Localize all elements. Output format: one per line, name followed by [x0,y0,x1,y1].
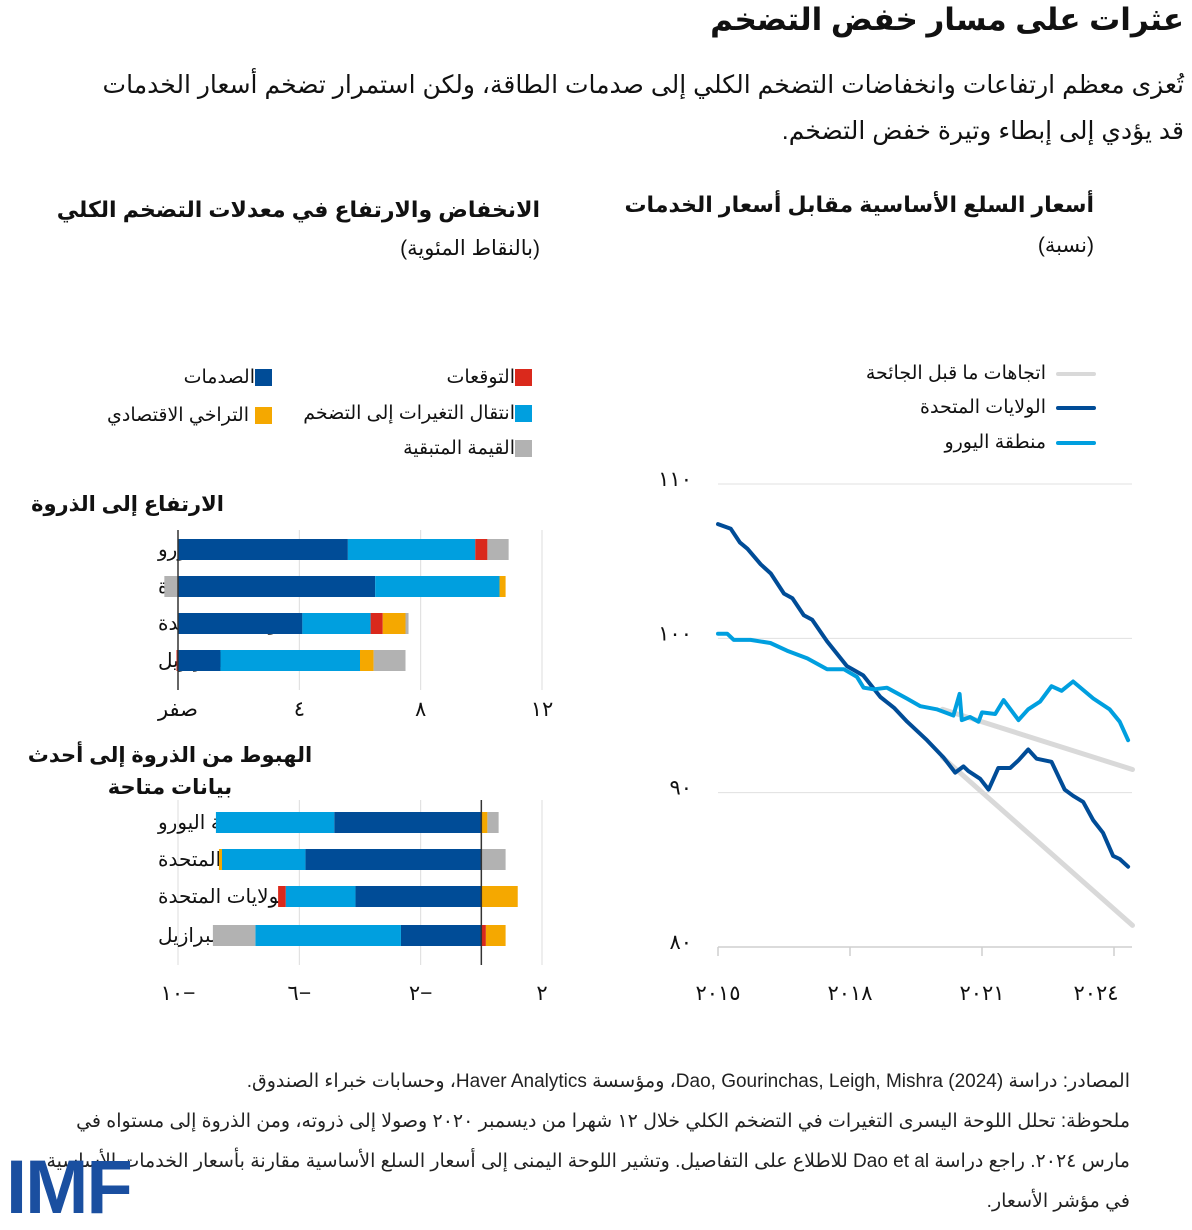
line-chart-subtitle: (نسبة) [1037,234,1094,257]
bar-segment-slack [481,886,518,907]
x-tick-label: ٢ [536,982,547,1005]
x-tick-label: ٨ [415,698,426,721]
bar-segment-slack [481,812,488,833]
residual-swatch [515,440,532,457]
legend-label: التوقعات [446,367,515,388]
bar-segment-passthrough [215,812,335,833]
bar-segment-passthrough [221,849,306,870]
footnotes: المصادر: دراسة Dao, Gourinchas, Leigh, M… [40,1062,1130,1222]
bar-segment-residual [487,539,509,560]
bar-segment-shocks [400,925,482,946]
x-tick-label: ٢٠٢٤ [1073,982,1118,1005]
bar-segment-slack [360,650,374,671]
sources-note: المصادر: دراسة Dao, Gourinchas, Leigh, M… [246,1071,1130,1092]
shocks-swatch [255,369,272,386]
bar-segment-shocks [178,613,303,634]
bar-segment-shocks [178,650,221,671]
legend-label: الولايات المتحدة [920,397,1046,418]
bar-segment-shocks [355,886,482,907]
legend-item-us: الولايات المتحدة [920,396,1096,419]
legend-item-passthrough: انتقال التغيرات إلى التضخم [303,402,532,425]
line-us [716,522,1131,869]
page-title: عثرات على مسار خفض التضخم [710,2,1184,37]
bar-segment-slack [499,576,506,597]
category-label: البرازيل [158,925,223,947]
bar-segment-residual [164,576,178,597]
passthrough-swatch [515,405,532,422]
legend-label: اتجاهات ما قبل الجائحة [865,363,1046,384]
bar-chart-title: الانخفاض والارتفاع في معدلات التضخم الكل… [56,197,540,222]
panel-title-rise: الارتفاع إلى الذروة [31,493,224,516]
x-tick-label: ١٠− [161,982,196,1005]
bar-segment-residual [373,650,406,671]
page-subtitle: تُعزى معظم ارتفاعات وانخفاضات التضخم الك… [102,71,1184,145]
x-tick-label: ٢− [409,982,433,1005]
bar-segment-expectations [176,650,178,671]
x-tick-label: ٢٠١٥ [695,982,740,1005]
us-line-swatch [1056,405,1096,410]
bar-segment-expectations [481,925,486,946]
bar-segment-residual [405,613,409,634]
line-chart-title: أسعار السلع الأساسية مقابل أسعار الخدمات [624,192,1094,217]
bar-segment-passthrough [347,539,476,560]
bar-segment-passthrough [302,613,371,634]
euro-line-swatch [1056,440,1096,445]
bar-segment-slack [485,925,506,946]
bar-segment-slack [382,613,406,634]
legend-item-slack: التراخي الاقتصادي [107,404,272,427]
legend-item-trend: اتجاهات ما قبل الجائحة [866,362,1096,385]
bar-chart-subtitle: (بالنقاط المئوية) [400,237,540,260]
methodology-note: ملحوظة: تحلل اللوحة اليسرى التغيرات في ا… [46,1111,1130,1212]
imf-logo: IMF [6,1145,133,1230]
bar-segment-passthrough [375,576,500,597]
legend-label: التراخي الاقتصادي [107,405,249,426]
x-tick-label: ٢٠١٨ [827,982,872,1005]
bar-segment-shocks [178,576,376,597]
line-euro [716,631,1131,743]
x-tick-label: ١٢ [531,698,554,721]
bar-segment-residual [487,812,499,833]
panel-title-fall: الهبوط من الذروة إلى أحدث بيانات متاحة [27,744,313,799]
bar-segment-residual [481,849,506,870]
x-tick-label: ٢٠٢١ [959,982,1004,1005]
x-tick-label: ٦− [288,982,312,1005]
bar-segment-passthrough [255,925,401,946]
bar-segment-passthrough [285,886,356,907]
trend-line-swatch [1056,371,1096,376]
legend-label: الصدمات [183,367,255,388]
bar-segment-residual [212,925,256,946]
bar-segment-shocks [178,539,348,560]
category-label: الولايات المتحدة [158,886,291,908]
slack-swatch [255,407,272,424]
y-tick-label: ١٠٠ [658,622,692,645]
legend-label: القيمة المتبقية [403,438,515,459]
bar-segment-shocks [305,849,482,870]
x-tick-label: صفر [157,698,198,721]
legend-label: منطقة اليورو [944,432,1046,453]
legend-item-residual: القيمة المتبقية [403,437,532,460]
bar-segment-expectations [370,613,383,634]
line-trend [939,754,1135,928]
legend-label: انتقال التغيرات إلى التضخم [303,403,515,424]
bar-segment-shocks [334,812,482,833]
x-tick-label: ٤ [294,698,305,721]
legend-item-expectations: التوقعات [446,366,532,389]
bar-segment-passthrough [220,650,360,671]
bar-segment-expectations [278,886,286,907]
y-tick-label: ٩٠ [669,777,692,800]
legend-item-shocks: الصدمات [184,366,272,389]
y-tick-label: ١١٠ [658,468,692,491]
bar-segment-slack [218,849,222,870]
y-tick-label: ٨٠ [669,931,692,954]
expectations-swatch [515,369,532,386]
legend-item-euro: منطقة اليورو [944,431,1096,454]
bar-segment-expectations [475,539,488,560]
